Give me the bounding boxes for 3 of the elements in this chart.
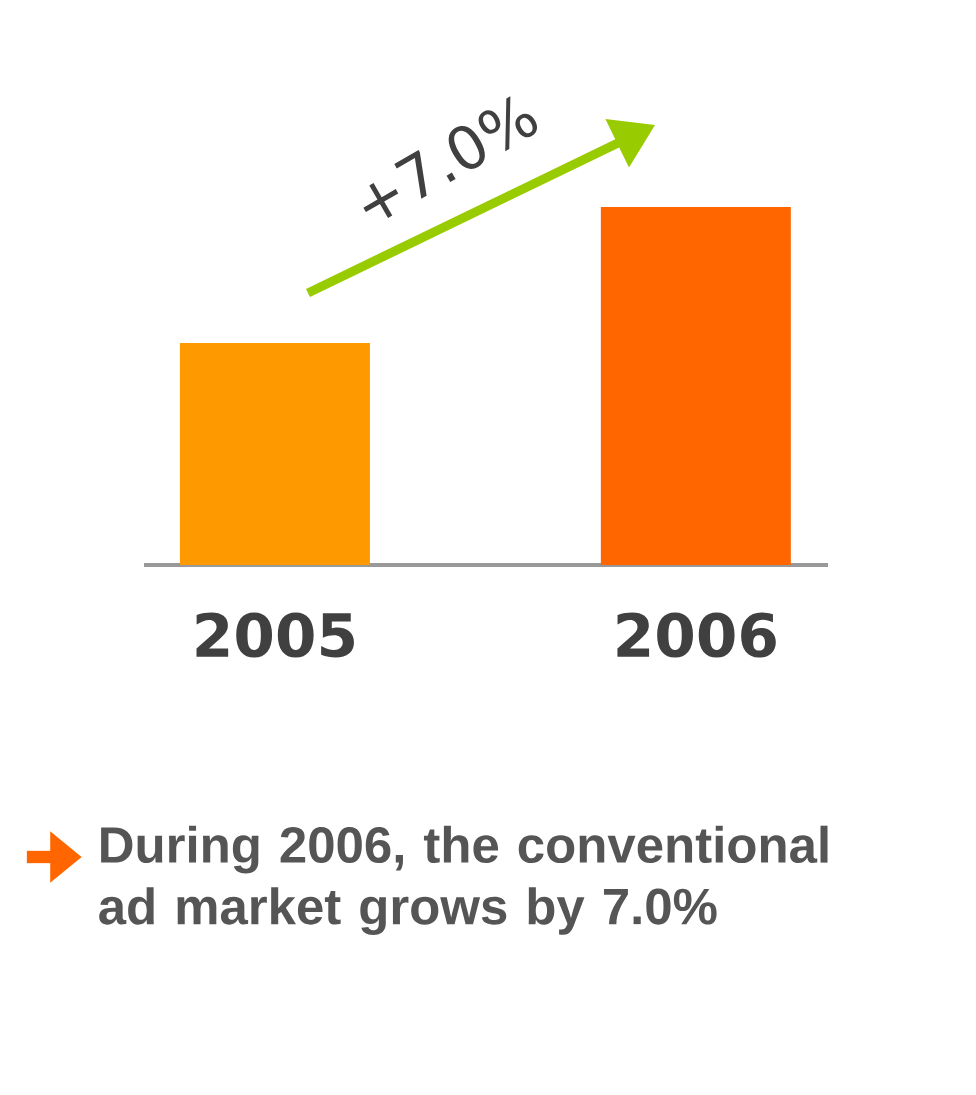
text: During 2006, the conventional ad market grows by 7.0% bbox=[99, 825, 828, 935]
x-tick-label: 2006 bbox=[617, 612, 776, 658]
x-tick-label: 2005 bbox=[196, 612, 354, 658]
